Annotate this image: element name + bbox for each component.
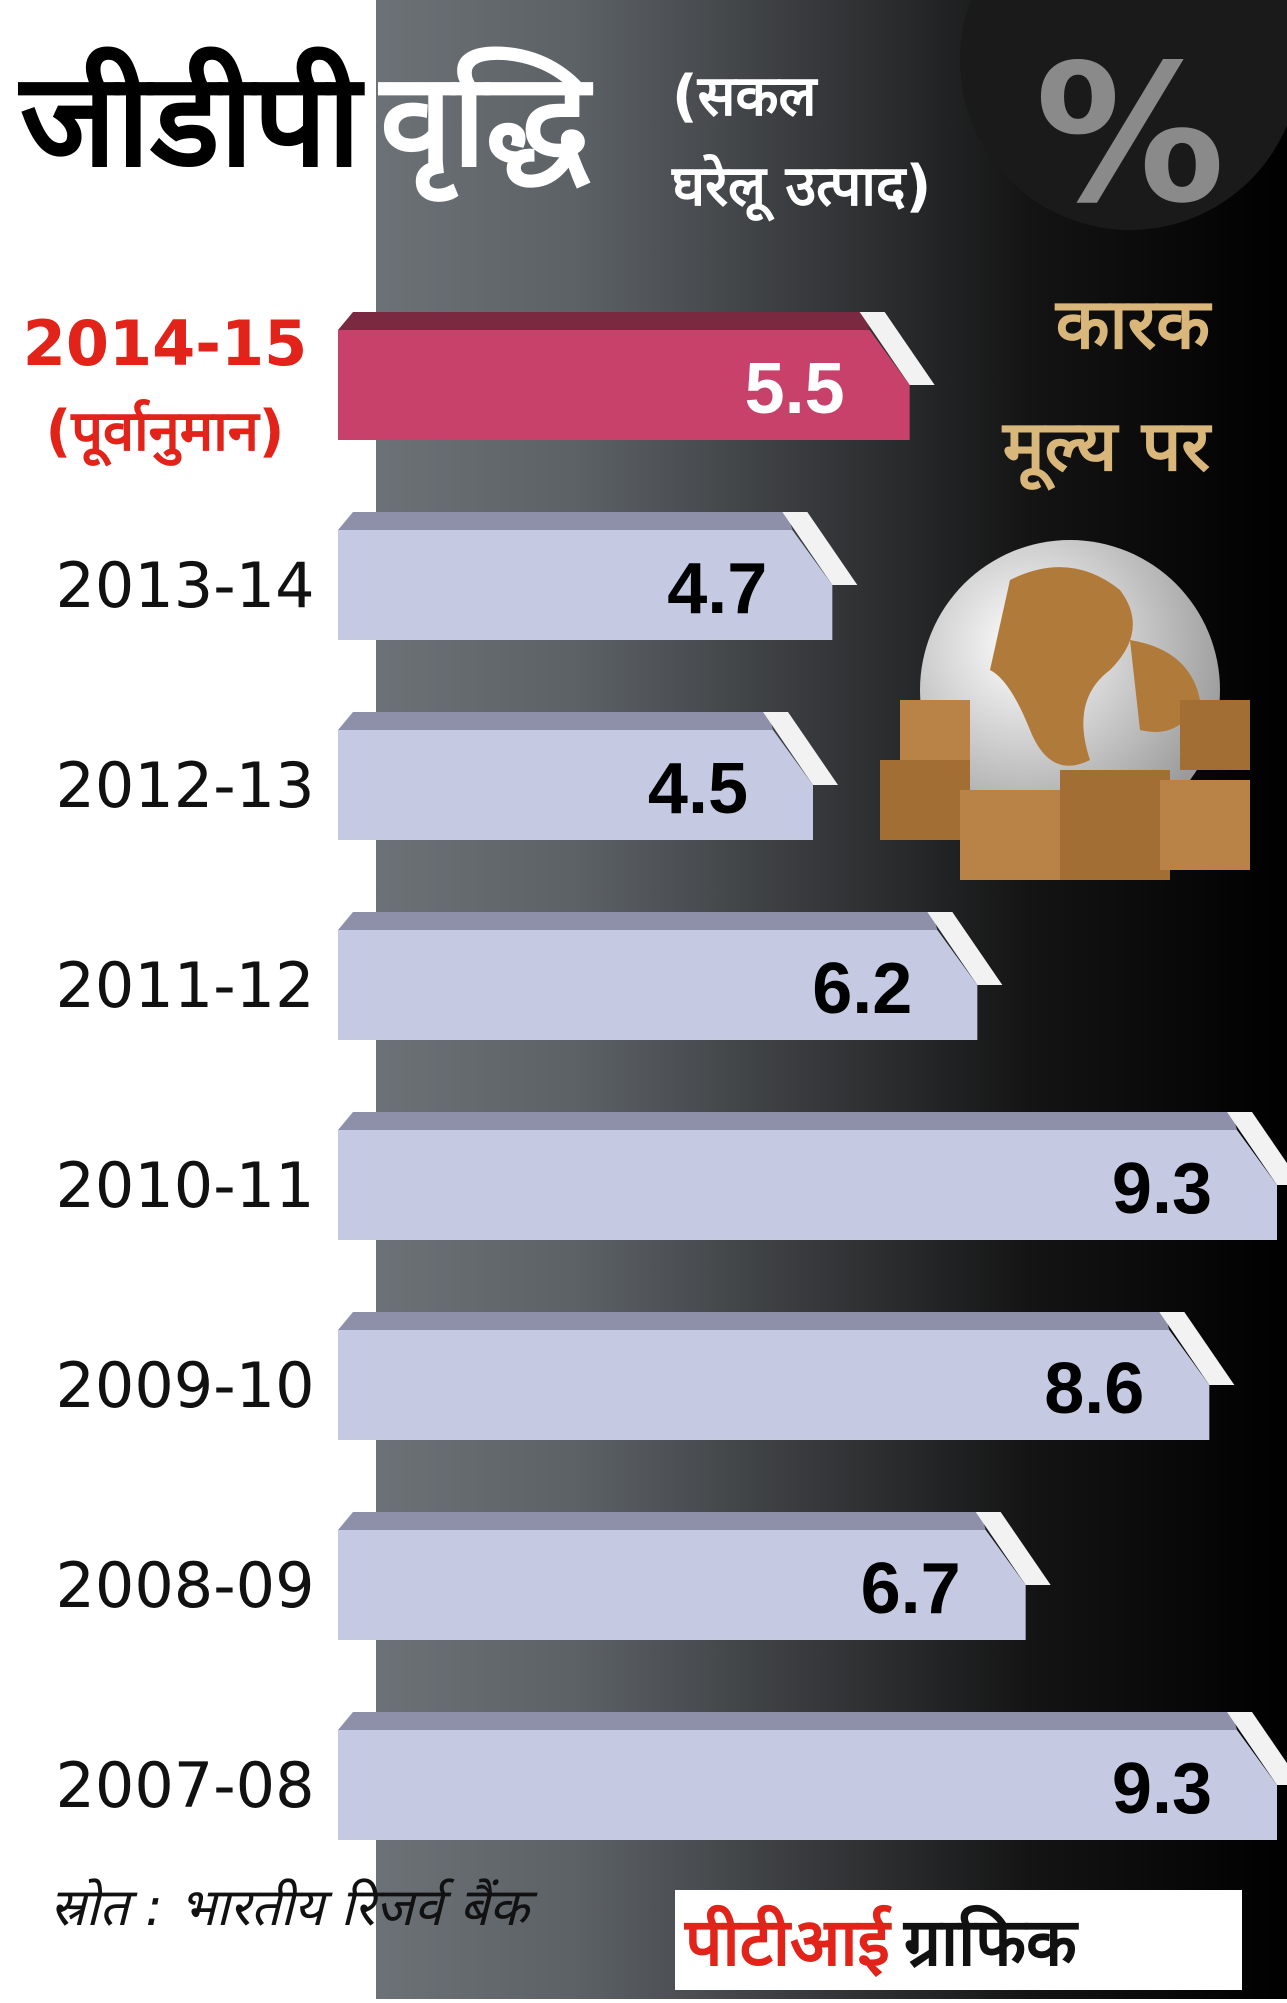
percent-disc (960, 0, 1287, 230)
subtitle: घरेलू उत्पाद) (671, 153, 931, 222)
box (880, 760, 970, 840)
credit-agency: पीटीआई (683, 1904, 892, 1981)
title-2: वृद्धि (377, 44, 594, 202)
bar-tip (1227, 1712, 1287, 1785)
bar (338, 1530, 1026, 1640)
box (900, 700, 970, 760)
bar-bevel (338, 712, 773, 730)
left-panel (0, 0, 376, 1999)
percent-sign: % (1035, 24, 1225, 245)
bar-bevel (338, 1712, 1237, 1730)
subtitle: (सकल (672, 64, 818, 129)
value-label: 4.7 (667, 549, 767, 629)
category-label: 2007-08 (55, 1749, 314, 1822)
category-label: 2010-11 (55, 1149, 314, 1222)
title: जीडीपी (17, 44, 365, 196)
value-label: 4.5 (648, 749, 748, 829)
bar (338, 330, 910, 440)
box (1180, 700, 1250, 770)
category-label: 2008-09 (55, 1549, 314, 1622)
value-label: 6.2 (812, 949, 912, 1029)
category-label: 2011-12 (55, 949, 314, 1022)
bar-bevel (338, 1512, 986, 1530)
note: कारक (1054, 283, 1213, 365)
value-label: 8.6 (1044, 1349, 1144, 1429)
source: स्रोत : भारतीय रिजर्व बैंक (50, 1878, 538, 1938)
category-label: 2009-10 (55, 1349, 314, 1422)
bar-tip (782, 512, 858, 585)
bar (338, 1130, 1277, 1240)
box (1160, 780, 1250, 870)
value-label: 9.3 (1112, 1149, 1212, 1229)
credit: पीटीआई ग्राफिक (683, 1904, 1079, 1981)
category-note: (पूर्वानुमान) (46, 398, 285, 467)
bar-tip (975, 1512, 1051, 1585)
credit-label: ग्राफिक (902, 1904, 1079, 1981)
bar (338, 1730, 1277, 1840)
category-label: 2012-13 (55, 749, 314, 822)
bar-bevel (338, 512, 793, 530)
category-label: 2014-15 (23, 307, 308, 380)
value-label: 9.3 (1112, 1749, 1212, 1829)
value-label: 6.7 (861, 1549, 961, 1629)
globe-illustration (880, 540, 1250, 880)
title-panel (0, 0, 376, 190)
bar-tip (763, 712, 838, 785)
bar (338, 530, 833, 640)
credit-box (675, 1890, 1242, 1990)
continent (990, 567, 1133, 766)
bar-bevel (338, 1112, 1237, 1130)
note: मूल्य पर (1001, 405, 1213, 491)
bar (338, 730, 813, 840)
bar-tip (1227, 1112, 1287, 1185)
bar-tip (1159, 1312, 1235, 1385)
bar-tip (859, 312, 935, 385)
box (960, 790, 1060, 880)
bar (338, 930, 978, 1040)
bar (338, 1330, 1210, 1440)
category-label: 2013-14 (55, 549, 314, 622)
bar-bevel (338, 1312, 1170, 1330)
bar-bevel (338, 912, 938, 930)
bar-bevel (338, 312, 870, 330)
value-label: 5.5 (745, 349, 845, 429)
box (1060, 770, 1170, 880)
bar-tip (927, 912, 1003, 985)
